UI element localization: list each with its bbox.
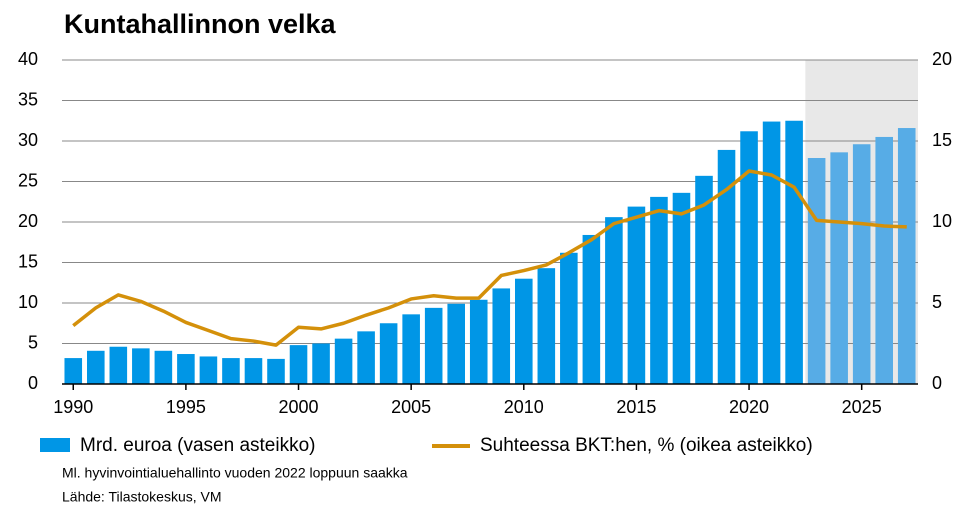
bar [87,350,105,384]
bar [672,192,691,384]
bar [289,345,308,384]
bar [199,356,218,384]
bar [177,354,195,384]
bar [740,131,758,384]
bar [334,338,353,384]
bar [469,299,488,384]
source: Lähde: Tilastokeskus, VM [62,489,222,505]
bar [154,350,173,384]
bar [379,323,398,384]
y2-tick-label: 20 [932,49,952,69]
x-tick-label: 2000 [279,397,319,417]
bar [852,144,871,384]
bar [875,136,893,384]
line [72,169,907,347]
y-tick-label: 25 [18,170,38,190]
y-tick-label: 5 [28,332,38,352]
bar [582,234,601,384]
y2-tick-label: 10 [932,211,952,231]
bar [132,348,150,384]
bar [402,314,420,384]
y-tick-label: 35 [18,89,38,109]
x-tick-label: 1990 [53,397,93,417]
bar [244,358,263,384]
bar [357,331,375,384]
y-tick-label: 40 [18,49,38,69]
bar [785,120,803,384]
x-tick-label: 2025 [842,397,882,417]
legend-label: Mrd. euroa (vasen asteikko) [80,435,316,456]
bar [650,196,668,384]
bar [222,358,240,384]
y-tick-label: 15 [18,251,38,271]
bar [695,175,713,384]
y2-tick-label: 5 [932,292,942,312]
y-tick-label: 10 [18,292,38,312]
legend-label: Suhteessa BKT:hen, % (oikea asteikko) [480,435,813,456]
x-tick-label: 2005 [391,397,431,417]
y-tick-label: 30 [18,130,38,150]
bar [762,121,781,384]
x-tick-label: 1995 [166,397,206,417]
bar [717,149,736,384]
x-tick-label: 2010 [504,397,544,417]
bar [537,268,556,384]
bar [312,343,330,384]
legend-swatch [40,438,70,452]
note: Ml. hyvinvointialuehallinto vuoden 2022 … [62,465,408,481]
bar [447,303,465,384]
bar [807,158,826,384]
chart-title: Kuntahallinnon velka [64,9,337,39]
bar [424,307,443,384]
bar [267,358,285,384]
y-tick-label: 0 [28,373,38,393]
bar [605,217,623,384]
bar [109,346,128,384]
bar [830,152,848,384]
y-tick-label: 20 [18,211,38,231]
x-tick-label: 2015 [616,397,656,417]
y2-tick-label: 15 [932,130,952,150]
x-tick-label: 2020 [729,397,769,417]
bar [627,206,646,384]
bar [515,278,533,384]
bar [64,358,83,384]
bar [560,252,578,384]
bar [492,288,511,384]
y2-tick-label: 0 [932,373,942,393]
bar [897,128,916,384]
